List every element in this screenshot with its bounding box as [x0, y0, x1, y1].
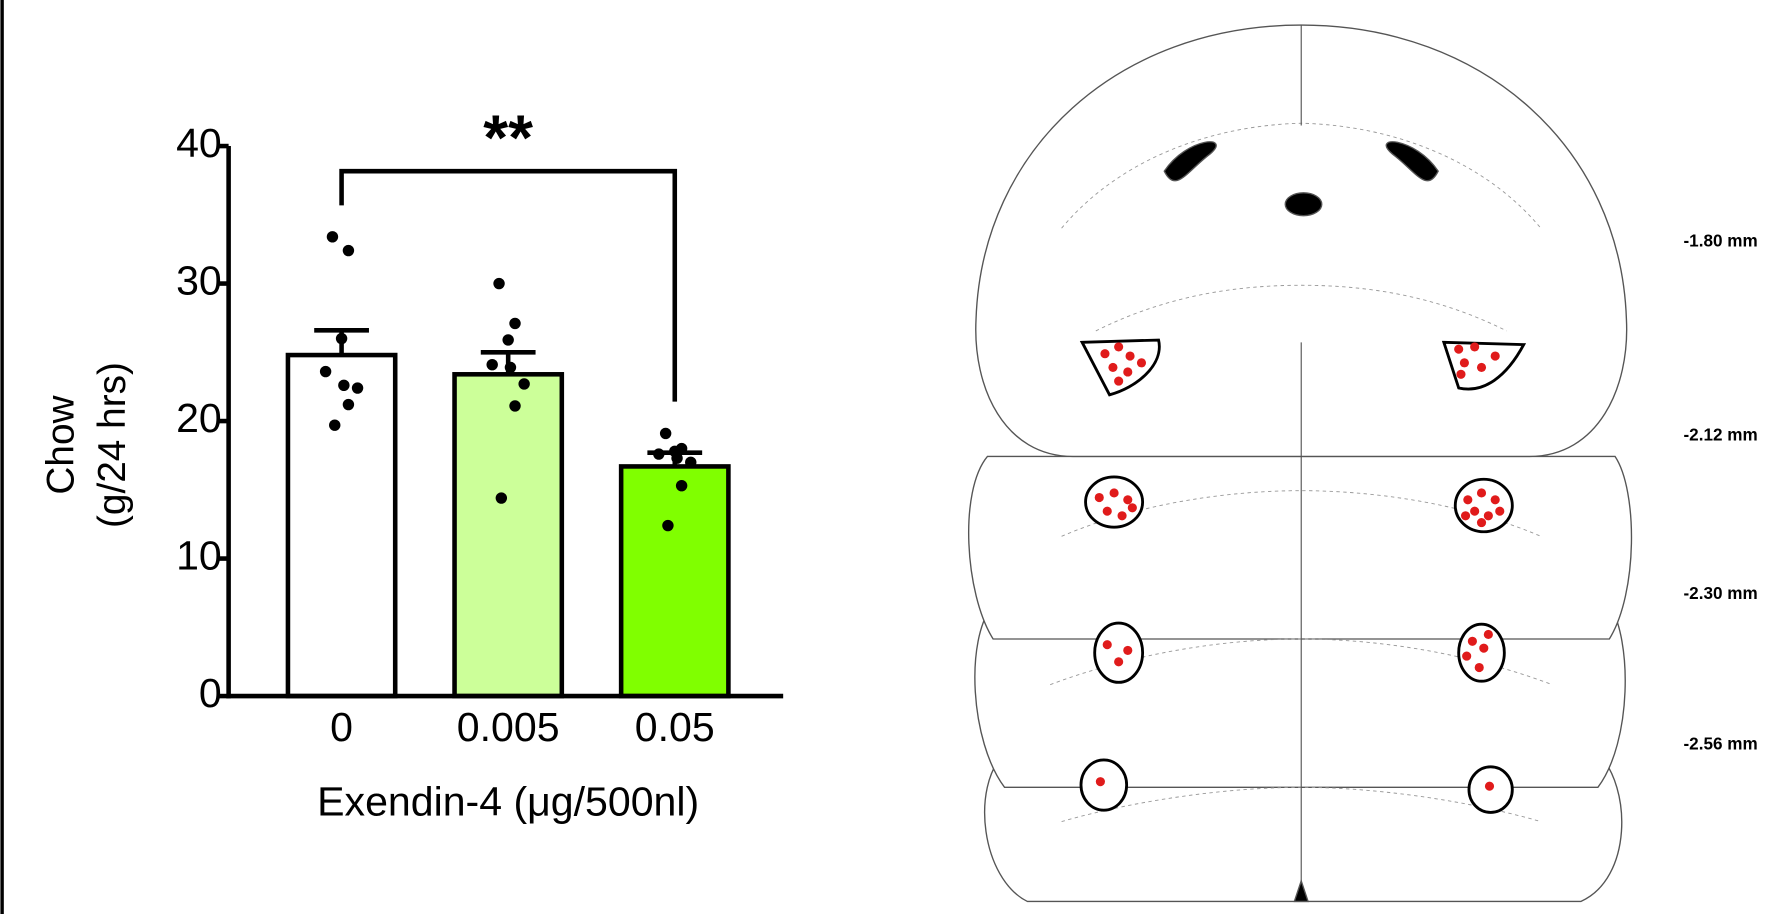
data-point — [352, 382, 363, 393]
x-tick-label: 0.05 — [635, 704, 715, 750]
y-tick-label: 10 — [176, 532, 222, 578]
data-point — [336, 333, 347, 344]
y-tick-label: 0 — [199, 670, 222, 716]
data-point — [343, 399, 354, 410]
x-tick-label: 0.005 — [457, 704, 560, 750]
data-point — [509, 400, 520, 411]
section-level-label: -1.80 mm — [1683, 231, 1757, 250]
data-point — [320, 366, 331, 377]
y-tick-label: 30 — [176, 257, 222, 303]
bar-chart: 0 10 20 30 40 Chow(g/24 hrs) 0 0.005 0.05 Exendin… — [39, 102, 783, 825]
data-point — [671, 452, 682, 463]
x-axis-label: Exendin-4 (μg/500nl) — [317, 778, 699, 824]
y-tick-label: 20 — [176, 395, 222, 441]
data-point — [496, 492, 507, 503]
section-level-label: -2.12 mm — [1683, 425, 1757, 444]
bar — [621, 466, 728, 696]
data-point — [338, 380, 349, 391]
data-point — [676, 480, 687, 491]
bar — [455, 374, 562, 696]
figure: 0 10 20 30 40 Chow(g/24 hrs) 0 0.005 0.05 Exendin… — [0, 0, 1790, 914]
significance-label: ** — [483, 102, 533, 174]
data-point — [343, 245, 354, 256]
y-axis-label: Chow — [39, 394, 82, 494]
data-point — [685, 457, 696, 468]
x-tick-label: 0 — [330, 704, 353, 750]
data-point — [327, 231, 338, 242]
data-point — [660, 428, 671, 439]
brain-atlas — [969, 25, 1632, 901]
section-level-label: -2.30 mm — [1683, 584, 1757, 603]
bar — [288, 355, 395, 696]
y-axis-label: (g/24 hrs) — [91, 362, 134, 528]
data-point — [518, 378, 529, 389]
data-point — [486, 359, 497, 370]
data-point — [493, 278, 504, 289]
y-tick-label: 40 — [176, 120, 222, 166]
data-point — [653, 448, 664, 459]
section-level-label: -2.56 mm — [1683, 735, 1757, 754]
data-point — [509, 318, 520, 329]
left-border — [0, 0, 3, 914]
data-point — [329, 419, 340, 430]
data-point — [505, 362, 516, 373]
data-point — [662, 520, 673, 531]
data-point — [502, 334, 513, 345]
